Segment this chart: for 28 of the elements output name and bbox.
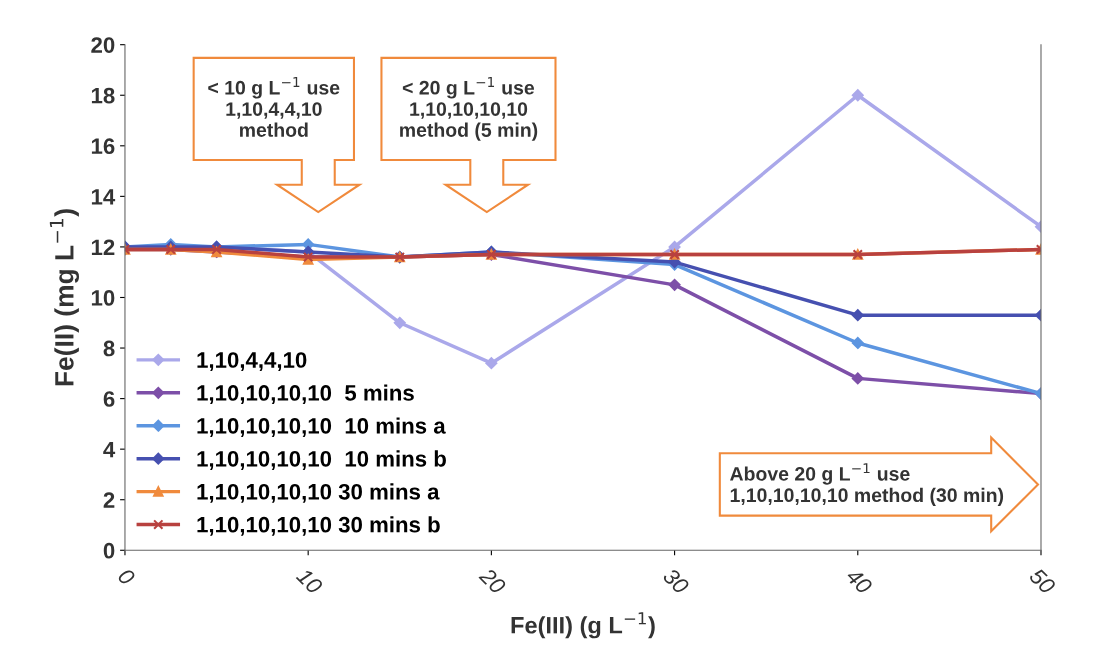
legend-label: 1,10,10,10,10 10 mins b (197, 450, 446, 470)
y-axis-title: Fe(II) (mg L$^{−1}$) (49, 209, 80, 386)
x-tick-label: 0 (117, 567, 137, 587)
annotation: < 20 g L$^{−1}$ use 1,10,10,10,10 method (5 min) (400, 77, 538, 141)
annotation: < 10 g L$^{−1}$ use 1,10,4,4,10 method (208, 77, 340, 137)
y-tick-label: 8 (103, 340, 115, 357)
legend-label: 1,10,10,10,10 10 mins a (197, 417, 446, 437)
y-tick-label: 10 (91, 290, 115, 306)
y-tick-label: 18 (91, 87, 115, 104)
y-tick-label: 20 (91, 37, 115, 53)
x-tick-label: 10 (295, 567, 324, 596)
y-tick-label: 0 (103, 542, 115, 559)
x-tick-label: 30 (661, 567, 691, 596)
y-tick-label: 12 (91, 239, 115, 255)
x-axis-title: Fe(III) (g L$^{−1}$) (511, 612, 655, 639)
legend-label: 1,10,10,10,10 30 mins a (197, 483, 440, 503)
annotation: Above 20 g L$^{−1}$ use 1,10,10,10,10 method (30 min) (730, 463, 1004, 506)
y-tick-label: 4 (103, 441, 116, 458)
x-tick-label: 50 (1028, 567, 1057, 596)
legend-label: 1,10,4,4,10 (197, 352, 307, 372)
y-tick-label: 16 (91, 138, 115, 155)
x-tick-label: 40 (844, 566, 874, 596)
legend-label: 1,10,10,10,10 30 mins b (197, 516, 440, 536)
y-tick-label: 6 (103, 391, 115, 407)
y-tick-label: 14 (91, 189, 116, 205)
legend-label: 1,10,10,10,10 5 mins (197, 384, 414, 405)
x-tick-label: 20 (478, 566, 507, 596)
y-tick-label: 2 (103, 492, 115, 508)
